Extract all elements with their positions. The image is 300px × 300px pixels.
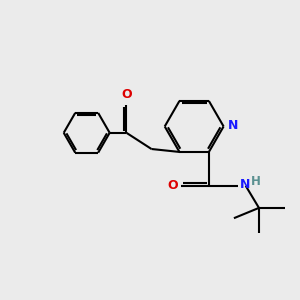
Text: N: N: [227, 119, 238, 132]
Text: H: H: [251, 175, 261, 188]
Text: O: O: [121, 88, 132, 101]
Text: O: O: [167, 179, 178, 192]
Text: N: N: [240, 178, 250, 191]
